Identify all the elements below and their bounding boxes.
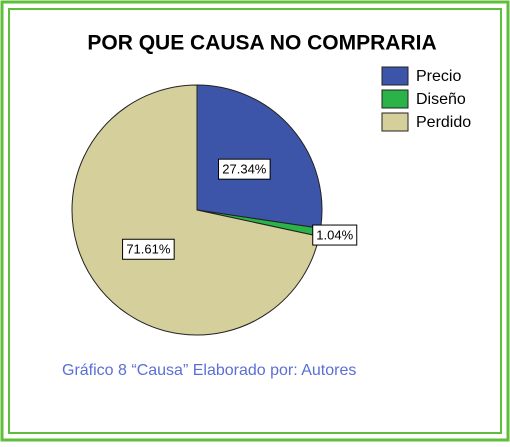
data-label: 27.34% [222,162,267,177]
caption: Gráfico 8 “Causa” Elaborado por: Autores [62,362,356,379]
legend-label: Diseño [416,91,466,108]
data-label: 1.04% [316,227,353,242]
inner-frame [8,8,502,434]
data-label-box [312,224,358,246]
pie-slice [71,84,320,336]
legend-swatch [381,89,409,109]
chart-title: POR QUE CAUSA NO COMPRARIA [87,32,436,55]
data-label-box [218,158,271,180]
legend-swatch [381,66,409,86]
data-label: 71.61% [126,242,171,257]
data-label-box [122,238,175,260]
pie-slice [196,84,323,229]
legend-swatch [381,112,409,132]
legend-label: Perdido [416,114,471,131]
legend-label: Precio [416,68,461,85]
